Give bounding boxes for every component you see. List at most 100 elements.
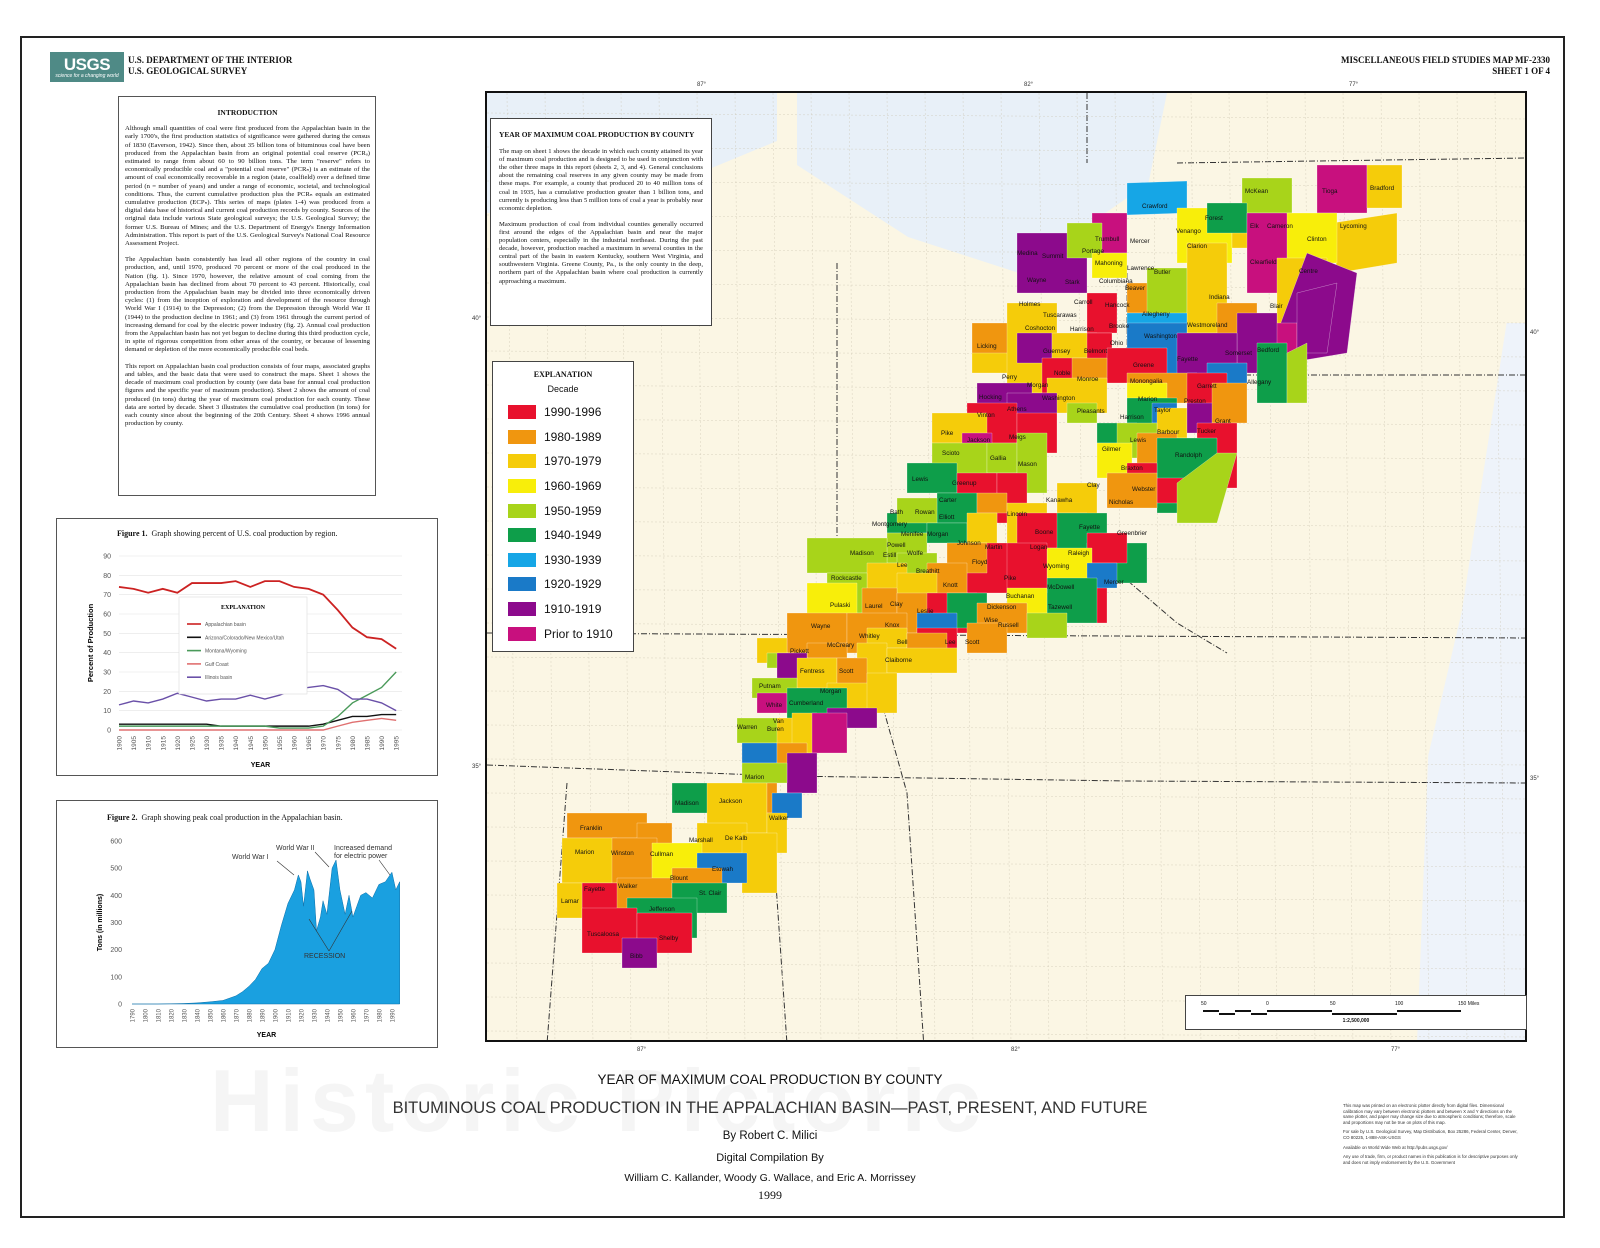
svg-text:1890: 1890 [260, 1008, 266, 1022]
legend-swatch [508, 479, 536, 494]
county-label: Wayne [1027, 277, 1047, 284]
county-label: Lewis [1130, 437, 1147, 444]
county-label: St. Clair [699, 890, 722, 897]
county-label: Lee [945, 639, 956, 646]
county-label: Randolph [1175, 452, 1202, 459]
county-label: Perry [1002, 374, 1018, 381]
figure-1-line-chart: 0 10 20 30 40 50 60 70 80 90 1900 1905 1910 1915 1920 1… [86, 554, 402, 769]
legend-swatch [508, 528, 536, 543]
county-label: Mercer [1130, 238, 1150, 245]
svg-text:1950: 1950 [338, 1008, 344, 1022]
legend-swatch [508, 503, 536, 518]
svg-text:1990: 1990 [379, 736, 386, 751]
county-label: Greenup [952, 480, 977, 487]
county-label: Morgan [927, 531, 949, 538]
intro-paragraph: The Appalachian basin consistently has l… [125, 256, 370, 354]
county-label: McDowell [1047, 584, 1075, 591]
legend-item-1940-1949: 1940-1949 [493, 523, 633, 548]
county-label: Cameron [1267, 223, 1293, 230]
figure-2-label: Figure 2. [107, 813, 138, 822]
svg-text:Appalachian basin: Appalachian basin [205, 622, 246, 628]
svg-text:1820: 1820 [169, 1008, 175, 1022]
svg-text:1945: 1945 [248, 736, 255, 751]
county-label: Powell [887, 542, 906, 549]
map-panel-paragraph: The map on sheet 1 shows the decade in w… [499, 148, 703, 212]
sheet-number: SHEET 1 OF 4 [1492, 66, 1550, 76]
svg-text:70: 70 [103, 592, 111, 599]
legend-item-1960-1969: 1960-1969 [493, 474, 633, 499]
legend-label: 1910-1919 [544, 602, 602, 617]
county-label: Fayette [1079, 524, 1100, 531]
county-label: Westmoreland [1187, 322, 1228, 329]
legend-label: 1940-1949 [544, 528, 602, 543]
longitude-label-top: 87° [697, 82, 707, 88]
svg-text:1870: 1870 [234, 1008, 240, 1022]
legend-swatch [508, 626, 536, 641]
scale-label: 100 [1395, 1001, 1404, 1007]
county-label: Tucker [1197, 428, 1217, 435]
county-label: Lee [897, 562, 908, 569]
figure-1-panel: Figure 1. Graph showing percent of U.S. … [56, 518, 438, 776]
legend-item-1970-1979: 1970-1979 [493, 449, 633, 474]
county-label: Gallia [990, 455, 1007, 462]
svg-text:1810: 1810 [156, 1008, 162, 1022]
svg-text:1940: 1940 [233, 736, 240, 751]
svg-text:1970: 1970 [364, 1008, 370, 1022]
svg-text:YEAR: YEAR [257, 1032, 276, 1039]
agency-name: U.S. GEOLOGICAL SURVEY [128, 66, 248, 76]
svg-text:1995: 1995 [394, 736, 401, 751]
svg-text:60: 60 [103, 612, 111, 619]
county-label: Belmont [1084, 348, 1108, 355]
svg-text:1920: 1920 [299, 1008, 305, 1022]
county-label: Harrison [1120, 414, 1144, 421]
county-label: Mason [1018, 461, 1037, 468]
svg-text:10: 10 [103, 708, 111, 715]
county-label: Monongalia [1130, 378, 1163, 385]
county-label: Indiana [1209, 294, 1230, 301]
county-label: Fayette [584, 886, 605, 893]
county-label: Somerset [1225, 350, 1252, 357]
figure-1-caption: Graph showing percent of U.S. coal produ… [151, 529, 338, 538]
svg-text:1910: 1910 [146, 736, 153, 751]
svg-text:Montana/Wyoming: Montana/Wyoming [205, 649, 247, 655]
svg-text:500: 500 [110, 866, 122, 873]
county-label: Bell [897, 639, 908, 646]
svg-text:30: 30 [103, 670, 111, 677]
svg-text:1935: 1935 [219, 736, 226, 751]
county-label: Tioga [1322, 188, 1338, 195]
department-name: U.S. DEPARTMENT OF THE INTERIOR [128, 55, 293, 65]
latitude-label-left: 40° [472, 316, 482, 322]
fine-print-paragraph: Any use of trade, firm, or product names… [1343, 1154, 1518, 1165]
sheet-identifier: MISCELLANEOUS FIELD STUDIES MAP MF-2330 … [1341, 55, 1550, 77]
county-label: Johnson [957, 540, 981, 547]
figure-2-title: Figure 2. Graph showing peak coal produc… [107, 813, 343, 822]
county-label: Marion [1138, 396, 1158, 403]
latitude-label-left: 35° [472, 764, 482, 770]
publication-year: 1999 [758, 1188, 782, 1202]
legend-swatch [508, 552, 536, 567]
legend-swatch [508, 429, 536, 444]
svg-text:1790: 1790 [131, 1008, 137, 1022]
county-label: Pleasants [1077, 408, 1105, 415]
logo-tagline: science for a changing world [55, 72, 119, 79]
county-label: Fayette [1177, 356, 1198, 363]
svg-text:World War II: World War II [276, 845, 315, 852]
introduction-panel: INTRODUCTION Although small quantities o… [118, 96, 376, 496]
county-label: Hocking [979, 394, 1002, 401]
fine-print-link[interactable]: Available on World Wide Web at http://pu… [1343, 1144, 1448, 1150]
county-label: Boone [1035, 529, 1054, 536]
svg-text:1925: 1925 [189, 736, 196, 751]
series-label: MISCELLANEOUS FIELD STUDIES MAP MF-2330 [1340, 55, 1550, 65]
legend-label: 1950-1959 [544, 503, 602, 518]
svg-text:200: 200 [110, 947, 122, 954]
county-map[interactable]: Crawford McKean Tioga Bradford Forest Elk Came… [485, 91, 1527, 1042]
scale-ratio: 1:2,500,000 [1342, 1018, 1370, 1024]
county-label: Wise [984, 617, 998, 624]
map-title: YEAR OF MAXIMUM COAL PRODUCTION BY COUNT… [597, 1072, 943, 1087]
svg-text:1940: 1940 [325, 1008, 331, 1022]
legend-item-1920-1929: 1920-1929 [493, 572, 633, 597]
legend-swatch [508, 577, 536, 592]
fine-print-paragraph: For sale by U.S. Geological Survey, Map … [1343, 1129, 1518, 1140]
county-label: Clearfield [1250, 259, 1277, 266]
county-label: Braxton [1121, 465, 1143, 472]
